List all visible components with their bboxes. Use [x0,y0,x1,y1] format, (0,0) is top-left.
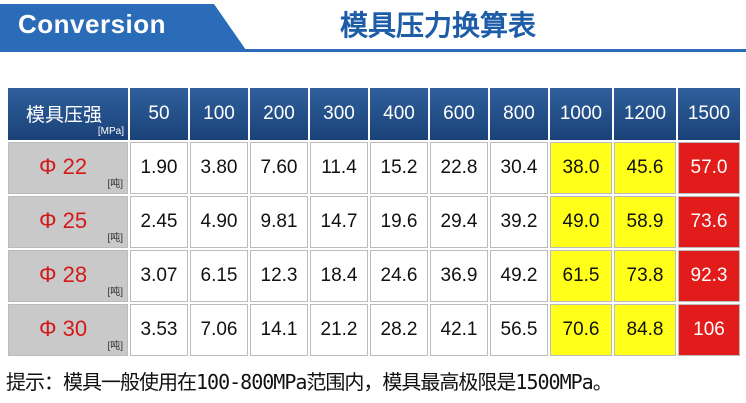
rule [0,49,746,52]
column-header: 1500 [678,88,740,140]
row-header: Φ 28 [吨] [8,250,128,302]
cell: 22.8 [430,142,488,194]
column-header: 1000 [550,88,612,140]
cell: 12.3 [250,250,308,302]
cell: 4.90 [190,196,248,248]
row-header: Φ 25 [吨] [8,196,128,248]
data-row: Φ 22 [吨] 1.90 3.80 7.60 11.4 15.2 22.8 30.4 38.0 4… [8,142,740,194]
cell: 6.15 [190,250,248,302]
cell: 42.1 [430,304,488,356]
row-unit: [吨] [107,341,123,352]
cell: 106 [678,304,740,356]
cell: 24.6 [370,250,428,302]
cell: 36.9 [430,250,488,302]
cell: 11.4 [310,142,368,194]
cell: 3.53 [130,304,188,356]
badge-shape [0,4,246,50]
cell: 19.6 [370,196,428,248]
title: 模具压力换算表 [340,9,537,42]
cell: 29.4 [430,196,488,248]
badge [0,4,246,50]
row-unit: [吨] [107,287,123,298]
cell: 38.0 [550,142,612,194]
note: 提示：模具一般使用在100-800MPa范围内，模具最高极限是1500MPa。 [6,370,613,394]
column-header: 800 [490,88,548,140]
cell: 45.6 [614,142,676,194]
column-header: 300 [310,88,368,140]
data-row: Φ 28 [吨] 3.07 6.15 12.3 18.4 24.6 36.9 49.2 61.5 7… [8,250,740,302]
corner-cell: 模具压强 [MPa] [8,88,128,140]
badge-text: Conversion [18,9,167,39]
row-label: Φ 28 [39,262,88,287]
cell: 15.2 [370,142,428,194]
cell: 9.81 [250,196,308,248]
cell: 14.7 [310,196,368,248]
cell: 70.6 [550,304,612,356]
row-header: Φ 22 [吨] [8,142,128,194]
corner-unit: [MPa] [97,126,124,137]
cell: 28.2 [370,304,428,356]
cell: 49.0 [550,196,612,248]
data-row: Φ 25 [吨] 2.45 4.90 9.81 14.7 19.6 29.4 39.2 49.0 5… [8,196,740,248]
corner-label: 模具压强 [26,105,103,126]
conversion-table: 模具压强 [MPa] 50 100 200 300 400 600 800 1000 1200 150… [6,86,742,358]
row-label: Φ 25 [39,208,88,233]
column-header: 1200 [614,88,676,140]
cell: 39.2 [490,196,548,248]
column-header: 100 [190,88,248,140]
header-row: 模具压强 [MPa] 50 100 200 300 400 600 800 1000 1200 150… [8,88,740,140]
cell: 57.0 [678,142,740,194]
column-header: 50 [130,88,188,140]
cell: 7.06 [190,304,248,356]
column-header: 600 [430,88,488,140]
cell: 58.9 [614,196,676,248]
cell: 73.8 [614,250,676,302]
cell: 56.5 [490,304,548,356]
data-row: Φ 30 [吨] 3.53 7.06 14.1 21.2 28.2 42.1 56.5 70.6 8… [8,304,740,356]
cell: 61.5 [550,250,612,302]
column-header: 200 [250,88,308,140]
cell: 1.90 [130,142,188,194]
cell: 92.3 [678,250,740,302]
row-label: Φ 30 [39,316,88,341]
cell: 3.80 [190,142,248,194]
row-unit: [吨] [107,179,123,190]
cell: 30.4 [490,142,548,194]
row-unit: [吨] [107,233,123,244]
cell: 3.07 [130,250,188,302]
cell: 7.60 [250,142,308,194]
cell: 18.4 [310,250,368,302]
cell: 2.45 [130,196,188,248]
cell: 84.8 [614,304,676,356]
row-label: Φ 22 [39,154,88,179]
column-header: 400 [370,88,428,140]
cell: 49.2 [490,250,548,302]
cell: 14.1 [250,304,308,356]
cell: 73.6 [678,196,740,248]
row-header: Φ 30 [吨] [8,304,128,356]
cell: 21.2 [310,304,368,356]
